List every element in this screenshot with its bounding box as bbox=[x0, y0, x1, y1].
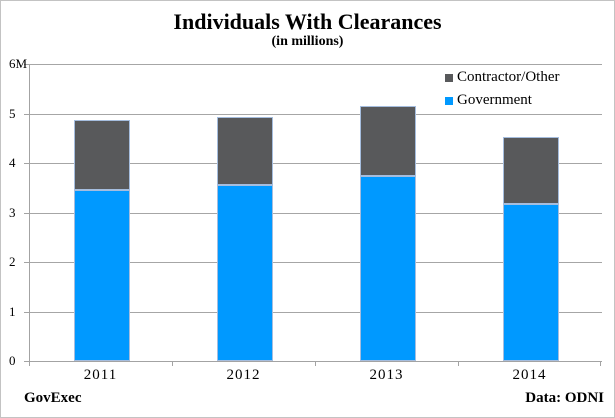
bar-segment-government-2013 bbox=[359, 175, 416, 361]
gridline bbox=[30, 64, 602, 65]
x-axis-tick bbox=[29, 362, 30, 366]
legend-label: Government bbox=[457, 92, 532, 108]
y-axis-label: 3 bbox=[9, 204, 16, 220]
y-axis-label: 0 bbox=[9, 353, 16, 368]
y-axis-label: 2 bbox=[9, 254, 16, 269]
bar-segment-contractor-other-2011 bbox=[73, 119, 130, 190]
legend: Contractor/Other Government bbox=[445, 70, 559, 116]
gridline bbox=[30, 113, 602, 115]
y-axis-tick bbox=[24, 163, 29, 164]
y-axis-tick bbox=[24, 212, 29, 214]
x-axis-tick bbox=[315, 362, 316, 366]
data-credit: Data: ODNI bbox=[525, 390, 604, 406]
bar-segment-contractor-other-2012 bbox=[216, 117, 273, 186]
gridline bbox=[30, 311, 602, 313]
bar-segment-government-2014 bbox=[502, 204, 559, 361]
gridline bbox=[30, 163, 602, 164]
y-axis-label: 6M bbox=[9, 56, 28, 71]
bar-segment-government-2011 bbox=[73, 189, 130, 361]
y-axis-label: 1 bbox=[9, 303, 16, 319]
legend-item: Contractor/Other bbox=[445, 70, 559, 85]
x-axis-label: 2011 bbox=[83, 367, 118, 383]
plot-area bbox=[29, 64, 602, 362]
y-axis-tick bbox=[24, 64, 29, 65]
legend-swatch-icon bbox=[445, 96, 453, 105]
bar-segment-government-2012 bbox=[216, 185, 273, 361]
x-axis-tick bbox=[172, 362, 173, 366]
chart-title: Individuals With Clearances bbox=[173, 9, 442, 34]
legend-item: Government bbox=[445, 93, 559, 108]
y-axis-tick bbox=[24, 361, 29, 362]
chart-subtitle: (in millions) bbox=[271, 34, 344, 49]
y-axis-tick bbox=[24, 262, 29, 263]
gridline bbox=[30, 262, 602, 263]
x-axis-label: 2013 bbox=[369, 367, 404, 383]
legend-label: Contractor/Other bbox=[457, 69, 560, 85]
x-axis-tick bbox=[458, 362, 459, 366]
gridline bbox=[30, 212, 602, 214]
bar-segment-contractor-other-2013 bbox=[359, 106, 416, 176]
x-axis-label: 2012 bbox=[226, 367, 261, 383]
x-axis-tick bbox=[600, 362, 601, 366]
legend-swatch-icon bbox=[445, 73, 453, 82]
y-axis-label: 4 bbox=[9, 155, 16, 170]
bar-segment-contractor-other-2014 bbox=[502, 137, 559, 205]
y-axis-label: 5 bbox=[9, 105, 16, 121]
y-axis-tick bbox=[24, 113, 29, 115]
source-credit: GovExec bbox=[24, 390, 82, 406]
y-axis-tick bbox=[24, 311, 29, 313]
x-axis-label: 2014 bbox=[512, 367, 547, 383]
